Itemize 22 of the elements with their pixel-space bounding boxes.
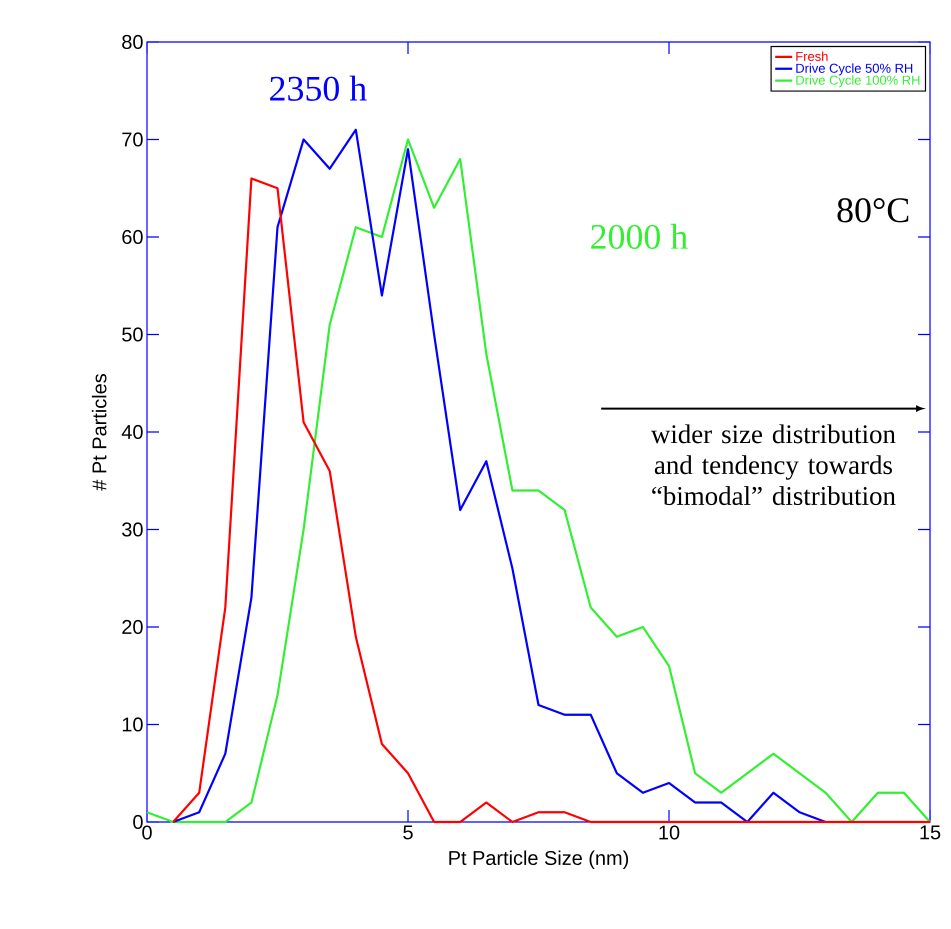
annotation: wider size distribution and tendency towards “bimodal” distribution	[650, 424, 896, 506]
y-tick-label: 60	[122, 230, 143, 244]
y-tick-label: 50	[122, 327, 143, 342]
y-tick-label: 30	[122, 522, 143, 537]
x-axis-title: Pt Particle Size (nm)	[449, 850, 628, 870]
y-tick-label: 20	[122, 620, 143, 634]
legend-label: Drive Cycle 100% RH	[796, 75, 920, 88]
legend-label: Drive Cycle 50% RH	[796, 63, 912, 76]
x-tick-label: 15	[920, 826, 940, 840]
annotation: 2350 h	[270, 76, 367, 101]
y-tick-label: 0	[133, 814, 143, 830]
annotation: 80°C	[837, 198, 908, 222]
x-tick-label: 5	[403, 826, 413, 840]
y-tick-label: 40	[122, 424, 143, 440]
y-axis-title: # Pt Particles	[92, 374, 106, 491]
legend-label: Fresh	[796, 51, 828, 61]
x-tick-label: 0	[142, 826, 152, 840]
y-tick-label: 70	[122, 132, 143, 147]
annotation: 2000 h	[591, 224, 688, 250]
y-tick-label: 80	[122, 34, 143, 50]
y-tick-label: 10	[122, 717, 143, 732]
x-tick-label: 10	[659, 826, 680, 840]
